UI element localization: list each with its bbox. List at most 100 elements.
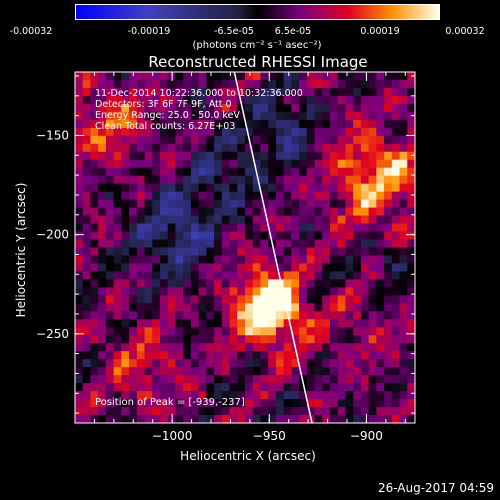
heatmap-cell <box>136 327 145 336</box>
heatmap-cell <box>98 72 107 81</box>
heatmap-cell <box>391 255 400 264</box>
heatmap-cell <box>206 279 215 288</box>
heatmap-cell <box>345 239 354 248</box>
heatmap-cell <box>391 207 400 216</box>
heatmap-cell <box>144 383 153 392</box>
heatmap-cell <box>129 367 138 376</box>
heatmap-cell <box>345 175 354 184</box>
heatmap-cell <box>190 263 199 272</box>
heatmap-cell <box>337 335 346 344</box>
heatmap-cell <box>368 72 377 81</box>
heatmap-cell <box>291 407 300 416</box>
heatmap-cell <box>229 127 238 137</box>
heatmap-cell <box>198 199 207 208</box>
heatmap-cell <box>360 207 369 216</box>
heatmap-cell <box>322 367 331 376</box>
heatmap-cell <box>407 359 416 368</box>
heatmap-cell <box>306 159 315 169</box>
heatmap-cell <box>360 199 369 208</box>
heatmap-cell <box>105 72 114 81</box>
heatmap-cell <box>260 367 269 376</box>
heatmap-cell <box>190 183 199 192</box>
heatmap-cell <box>322 295 331 304</box>
heatmap-cell <box>183 303 192 312</box>
heatmap-cell <box>113 359 122 368</box>
heatmap-cell <box>98 79 107 89</box>
heatmap-cell <box>275 375 284 384</box>
heatmap-cell <box>407 367 416 376</box>
heatmap-cell <box>407 271 416 280</box>
heatmap-cell <box>337 191 346 200</box>
heatmap-cell <box>322 239 331 248</box>
heatmap-cell <box>190 111 199 121</box>
heatmap-cell <box>175 119 184 129</box>
heatmap-cell <box>75 255 84 264</box>
heatmap-cell <box>183 135 192 145</box>
heatmap-cell <box>407 415 416 424</box>
heatmap-cell <box>322 143 331 153</box>
heatmap-cell <box>360 407 369 416</box>
heatmap-cell <box>183 143 192 153</box>
heatmap-cell <box>314 319 323 328</box>
heatmap-cell <box>136 111 145 121</box>
heatmap-cell <box>152 247 161 256</box>
heatmap-cell <box>260 375 269 384</box>
heatmap-cell <box>391 311 400 320</box>
heatmap-cell <box>291 351 300 360</box>
heatmap-cell <box>245 95 254 105</box>
heatmap-cell <box>399 111 408 121</box>
clean-total-counts: Clean Total counts: 6.27E+03 <box>95 121 236 132</box>
heatmap-cell <box>152 239 161 248</box>
heatmap-cell <box>229 87 238 97</box>
colorbar-tick-label: 0.00019 <box>360 26 400 37</box>
heatmap-cell <box>183 391 192 400</box>
heatmap-cell <box>376 327 385 336</box>
heatmap-cell <box>306 215 315 224</box>
heatmap-cell <box>252 79 261 89</box>
heatmap-cell <box>121 335 130 344</box>
heatmap-cell <box>136 199 145 208</box>
heatmap-cell <box>407 295 416 304</box>
heatmap-cell <box>252 295 261 304</box>
heatmap-cell <box>245 183 254 192</box>
heatmap-cell <box>237 191 246 200</box>
heatmap-cell <box>160 247 169 256</box>
heatmap-cell <box>391 183 400 192</box>
heatmap-cell <box>129 103 138 113</box>
heatmap-cell <box>245 263 254 272</box>
heatmap-cell <box>144 399 153 408</box>
heatmap-cell <box>252 199 261 208</box>
heatmap-cell <box>175 247 184 256</box>
heatmap-cell <box>82 239 91 248</box>
heatmap-cell <box>82 311 91 320</box>
heatmap-cell <box>299 119 308 129</box>
heatmap-cell <box>299 263 308 272</box>
heatmap-cell <box>229 295 238 304</box>
heatmap-cell <box>129 327 138 336</box>
heatmap-cell <box>299 127 308 137</box>
heatmap-cell <box>252 335 261 344</box>
heatmap-cell <box>105 407 114 416</box>
heatmap-cell <box>399 135 408 145</box>
heatmap-cell <box>345 255 354 264</box>
heatmap-cell <box>314 351 323 360</box>
heatmap-cell <box>237 167 246 177</box>
heatmap-cell <box>260 151 269 161</box>
heatmap-cell <box>167 279 176 288</box>
heatmap-cell <box>376 343 385 352</box>
heatmap-cell <box>330 207 339 216</box>
heatmap-cell <box>322 231 331 240</box>
heatmap-cell <box>82 399 91 408</box>
colorbar-tick-label: -6.5e-05 <box>214 26 254 37</box>
heatmap-cell <box>268 119 277 129</box>
heatmap-cell <box>75 351 84 360</box>
heatmap-cell <box>121 191 130 200</box>
heatmap-cell <box>183 87 192 97</box>
heatmap-cell <box>105 223 114 232</box>
heatmap-cell <box>206 391 215 400</box>
heatmap-cell <box>160 103 169 113</box>
heatmap-cell <box>175 263 184 272</box>
heatmap-cell <box>75 151 84 161</box>
heatmap-cell <box>368 271 377 280</box>
heatmap-cell <box>283 343 292 352</box>
